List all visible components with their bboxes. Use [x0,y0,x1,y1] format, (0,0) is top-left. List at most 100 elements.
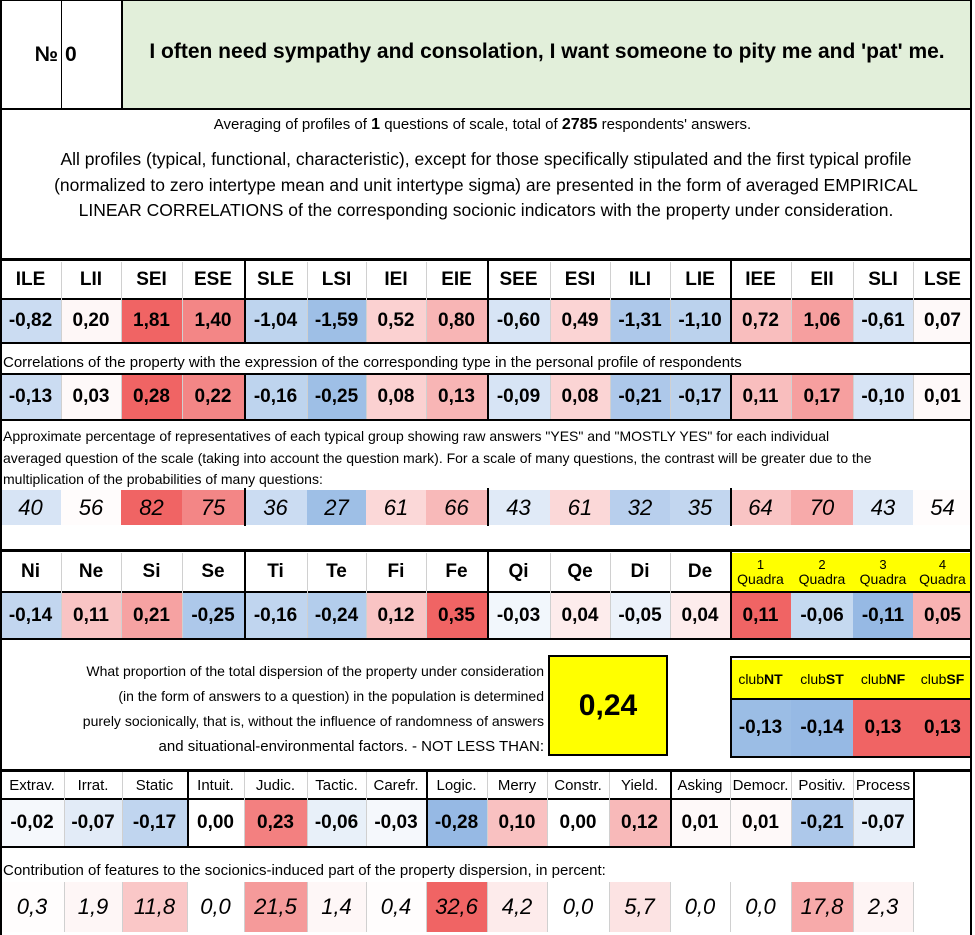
typical-profile-cell: -0,82 [0,300,61,342]
type-correlation-cell: -0,16 [244,375,307,419]
grid-separator [307,553,308,638]
grid-line [970,0,972,935]
grid-separator [61,553,62,638]
grid-separator [307,882,308,932]
club-value-cell: -0,14 [791,700,853,756]
typical-profile-cell: -1,10 [670,300,730,342]
grid-separator [791,882,792,932]
typical-profile-cell: 1,40 [182,300,244,342]
grid-separator [670,375,671,419]
grid-separator [610,375,611,419]
grid-separator [609,882,610,932]
grid-separator [122,882,123,932]
grid-separator [730,882,731,932]
function-header: Ti [267,561,284,582]
quadra-label: Quadra [919,571,966,587]
quadra-number: 2 [818,557,826,572]
grid-line [730,756,972,758]
grid-line [0,258,972,261]
club-header: club NF [853,660,913,698]
function-value-cell: 0,12 [366,593,426,638]
percentage-cell: 35 [670,490,730,525]
quadra-label: Quadra [859,571,907,587]
type-header: LII [79,269,103,290]
grid-separator [550,262,551,342]
grid-separator [244,882,245,932]
feature-value-cell: 0,23 [244,800,307,846]
grid-line [730,698,972,700]
grid-separator [426,262,427,342]
grid-line [61,0,62,109]
grid-separator [913,882,914,932]
contribution-cell: 0,4 [366,882,426,932]
grid-separator [487,772,488,846]
contribution-cell: 0,0 [745,894,776,919]
grid-separator [366,882,367,932]
feature-header: Yield. [621,776,658,794]
grid-line [913,769,915,848]
club-prefix: club [800,671,826,687]
type-correlation-cell: 0,28 [121,375,182,419]
grid-separator [121,553,122,638]
function-value-cell: 0,35 [426,593,487,638]
percentage-cell: 61 [550,490,610,525]
function-header: Se [201,561,225,582]
percentage-cell: 64 [730,490,791,525]
typical-profile-cell: -1,31 [610,300,670,342]
feature-header: Asking [677,776,723,794]
function-value-cell: -0,25 [182,593,244,638]
feature-value-cell: -0,03 [366,800,426,846]
grid-line [0,0,972,1]
grid-separator [366,375,367,419]
type-header: ESE [193,269,233,290]
grid-line [730,258,732,344]
header-row: № 0 I often need sympathy and consolatio… [0,0,975,109]
percentage-cell: 66 [426,490,487,525]
dispersion-text-line: and situational-environmental factors. -… [158,738,544,755]
type-correlation-cell: -0,13 [0,375,61,419]
grid-separator [426,553,427,638]
grid-separator [853,772,854,846]
club-code: SF [946,671,965,687]
function-value-cell: 0,04 [550,593,610,638]
percentage-cell: 75 [182,490,244,525]
type-correlation-cell: 0,01 [913,375,972,419]
grid-line [730,549,732,640]
type-header: ILI [628,269,652,290]
grid-separator [64,882,65,932]
grid-separator [487,882,488,932]
function-header: Te [326,561,347,582]
grid-separator [791,375,792,419]
typical-profile-cell: 0,49 [550,300,610,342]
grid-line [730,656,732,758]
grid-line [730,488,732,526]
grid-separator [547,882,548,932]
grid-separator [61,375,62,419]
description-line: LINEAR CORRELATIONS of the corresponding… [78,200,894,220]
function-header: Fi [387,561,405,582]
grid-separator [187,882,188,932]
function-header: Fe [445,561,468,582]
grid-separator [307,772,308,846]
feature-value-cell: 0,01 [670,800,730,846]
grid-line [0,419,972,421]
club-value-cell: 0,13 [913,700,972,756]
grid-line [121,0,123,109]
typical-profile-cell: 0,07 [913,300,972,342]
quadra-number: 1 [756,557,765,572]
number-label: № [34,42,58,66]
grid-line [0,638,972,640]
contribution-cell: 0,3 [0,882,64,932]
type-header: LIE [685,269,715,290]
grid-line [0,109,2,935]
type-header: ESI [564,269,596,290]
grid-line [244,258,246,344]
feature-value-cell: -0,28 [426,800,487,846]
quadra-number: 4 [938,557,947,572]
club-code: NF [886,671,906,687]
type-header: SLE [257,269,294,290]
grid-separator [182,553,183,638]
grid-separator [550,553,551,638]
percentage-cell: 43 [487,490,550,525]
type-header: IEI [384,269,408,290]
